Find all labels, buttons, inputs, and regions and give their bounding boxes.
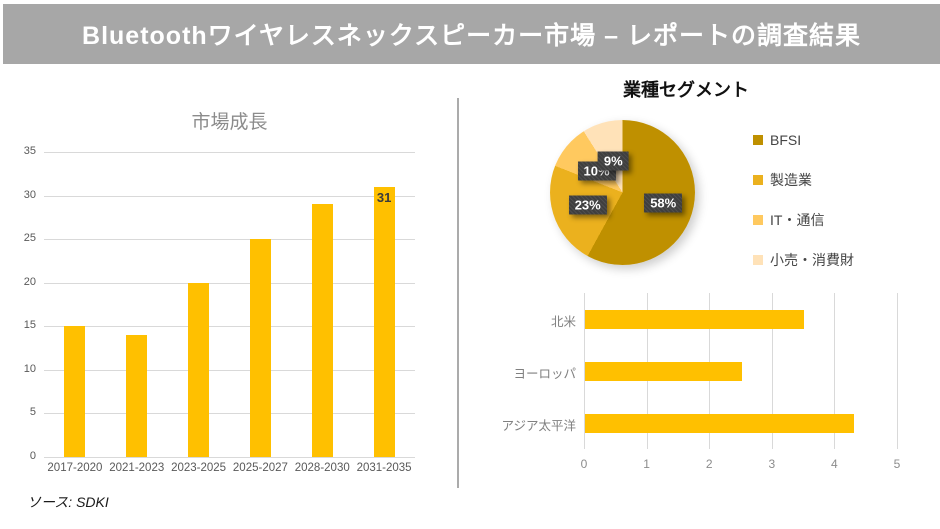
x-axis-category-label: 2017-2020 xyxy=(47,462,103,474)
legend-item-label: IT・通信 xyxy=(770,212,825,228)
column-bar xyxy=(126,335,148,457)
gridline xyxy=(44,413,415,415)
category-label: アジア太平洋 xyxy=(501,419,576,433)
column-bar xyxy=(64,326,86,457)
x-axis-tick-label: 1 xyxy=(643,457,650,471)
report-header: Bluetoothワイヤレスネックスピーカー市場 – レポートの調査結果 xyxy=(3,4,940,64)
category-label: ヨーロッパ xyxy=(513,367,576,381)
y-axis-tick-label: 20 xyxy=(23,275,36,288)
page-title: Bluetoothワイヤレスネックスピーカー市場 – レポートの調査結果 xyxy=(82,22,861,50)
legend-color-swatch xyxy=(753,175,763,185)
column-bar xyxy=(249,239,271,457)
horizontal-bar xyxy=(585,361,742,381)
gridline xyxy=(44,282,415,284)
y-axis-tick-label: 10 xyxy=(23,362,36,375)
gridline xyxy=(44,457,415,458)
category-label: 北米 xyxy=(550,315,576,329)
y-axis-tick-label: 35 xyxy=(23,145,36,157)
pie-chart-title: 業種セグメント xyxy=(623,80,749,100)
legend-item: 小売・消費財 xyxy=(753,251,854,269)
gridline xyxy=(44,195,415,197)
x-axis-tick-label: 0 xyxy=(580,457,588,471)
y-axis-tick-label: 30 xyxy=(23,188,36,201)
legend-item-label: 製造業 xyxy=(770,172,812,188)
y-axis-tick-label: 25 xyxy=(23,232,36,245)
legend-color-swatch xyxy=(753,215,763,225)
column-bar xyxy=(188,282,210,457)
x-axis-tick-label: 2 xyxy=(705,457,713,471)
y-axis-tick-label: 5 xyxy=(29,406,36,419)
pie-slice-label: 9% xyxy=(597,151,629,171)
gridline xyxy=(44,369,415,371)
legend-color-swatch xyxy=(753,135,763,145)
legend-item: IT・通信 xyxy=(753,211,824,229)
x-axis-category-label: 2025-2027 xyxy=(232,462,288,474)
legend-color-swatch xyxy=(753,255,763,265)
pie-slice-label: 23% xyxy=(568,195,607,215)
gridline xyxy=(897,293,898,449)
x-axis-category-label: 2023-2025 xyxy=(171,462,227,474)
y-axis-tick-label: 0 xyxy=(29,450,36,462)
horizontal-bar xyxy=(585,413,855,433)
x-axis-tick-label: 5 xyxy=(893,457,901,471)
gridline xyxy=(44,152,415,153)
source-label: ソース: SDKI xyxy=(27,494,109,510)
legend-item: BFSI xyxy=(753,131,801,149)
column-chart: 0 5 10 15 20 25 30 35 2017-2020 2021-2023 2023-202… xyxy=(24,145,415,474)
legend-item: 製造業 xyxy=(753,171,812,189)
pie-chart: 58% 23% 10% 9% xyxy=(550,120,695,265)
column-bar xyxy=(311,204,333,457)
legend-item-label: 小売・消費財 xyxy=(770,252,854,268)
horizontal-bar-chart: 0 1 2 3 4 5 北米ヨーロッパアジア太平洋 xyxy=(501,293,900,471)
section-divider xyxy=(457,98,459,488)
x-axis-category-label: 2028-2030 xyxy=(294,462,350,474)
x-axis-category-label: 2021-2023 xyxy=(109,462,165,474)
legend-item-label: BFSI xyxy=(770,132,802,148)
column-chart-title: 市場成長 xyxy=(191,112,268,133)
gridline xyxy=(834,293,836,449)
horizontal-bar xyxy=(585,309,805,329)
gridline xyxy=(584,293,585,449)
column-bar: 31 xyxy=(373,186,395,457)
x-axis-tick-label: 4 xyxy=(831,457,838,471)
x-axis-category-label: 2031-2035 xyxy=(356,462,412,474)
gridline xyxy=(44,239,415,241)
y-axis-tick-label: 15 xyxy=(23,319,36,332)
x-axis-tick-label: 3 xyxy=(768,457,776,471)
gridline xyxy=(771,293,773,449)
pie-slice-label: 58% xyxy=(644,193,683,213)
gridline xyxy=(44,326,415,328)
bar-data-label: 31 xyxy=(376,189,392,205)
